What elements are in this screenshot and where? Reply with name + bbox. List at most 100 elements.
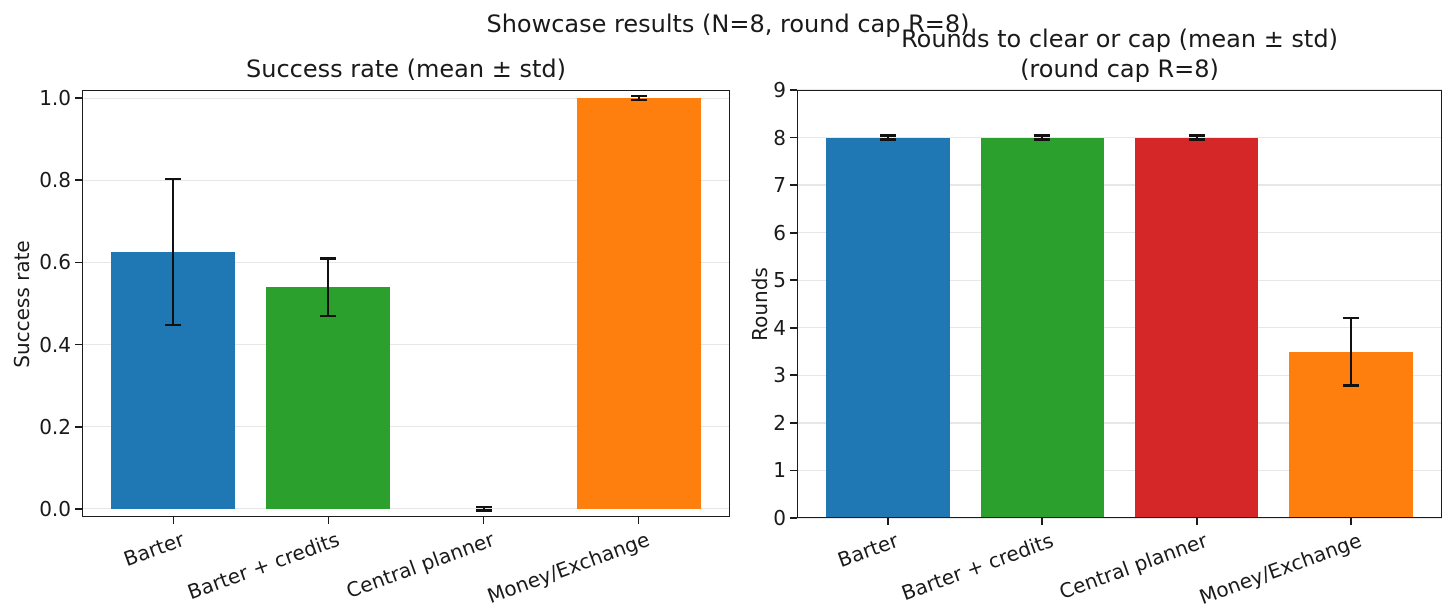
chart-success-rate-mean-std-error-cap-bottom-central-planner — [475, 509, 492, 512]
chart-rounds-to-clear-or-cap-mean-std-error-bar-barter — [887, 135, 890, 140]
chart-rounds-to-clear-or-cap-mean-std-title: Rounds to clear or cap (mean ± std) (roun… — [797, 24, 1442, 84]
figure-suptitle: Showcase results (N=8, round cap R=8) — [486, 10, 970, 38]
chart-rounds-to-clear-or-cap-mean-std-xtick-barter-credits — [1041, 518, 1044, 525]
chart-success-rate-mean-std-ytick-label-0.2: 0.2 — [39, 414, 71, 439]
chart-success-rate-mean-std-title-line: Success rate (mean ± std) — [246, 55, 566, 83]
chart-success-rate-mean-std-ytick-0.6 — [75, 261, 82, 264]
chart-rounds-to-clear-or-cap-mean-std-error-cap-top-barter — [880, 134, 897, 137]
chart-rounds-to-clear-or-cap-mean-std-ytick-label-7: 7 — [773, 173, 786, 198]
chart-rounds-to-clear-or-cap-mean-std-bar-central-planner — [1134, 137, 1259, 518]
chart-rounds-to-clear-or-cap-mean-std-gridline-7 — [797, 184, 1442, 186]
chart-rounds-to-clear-or-cap-mean-std-gridline-4 — [797, 327, 1442, 329]
chart-success-rate-mean-std-error-cap-top-barter — [165, 177, 182, 181]
chart-rounds-to-clear-or-cap-mean-std-title-line: (round cap R=8) — [1020, 55, 1219, 83]
chart-rounds-to-clear-or-cap-mean-std-error-cap-top-barter-credits — [1034, 134, 1051, 137]
chart-success-rate-mean-std-ytick-label-0.8: 0.8 — [39, 168, 71, 193]
chart-rounds-to-clear-or-cap-mean-std-error-bar-central-planner — [1195, 135, 1198, 140]
chart-rounds-to-clear-or-cap-mean-std-ytick-8 — [790, 136, 797, 139]
chart-success-rate-mean-std-error-bar-barter-credits — [327, 258, 330, 316]
chart-success-rate-mean-std-gridline-0.8 — [82, 179, 730, 182]
chart-success-rate-mean-std-ytick-label-1.0: 1.0 — [39, 86, 71, 111]
chart-rounds-to-clear-or-cap-mean-std-ytick-label-2: 2 — [773, 410, 786, 435]
chart-rounds-to-clear-or-cap-mean-std-xtick-central-planner — [1195, 518, 1198, 525]
chart-success-rate-mean-std-xtick-label-central-planner: Central planner — [342, 527, 498, 603]
chart-rounds-to-clear-or-cap-mean-std-error-cap-top-central-planner — [1188, 134, 1205, 137]
chart-rounds-to-clear-or-cap-mean-std-gridline-8 — [797, 136, 1442, 139]
chart-success-rate-mean-std-error-cap-bottom-barter-credits — [320, 314, 337, 317]
chart-rounds-to-clear-or-cap-mean-std-xtick-label-money-exchange: Money/Exchange — [1196, 528, 1365, 610]
chart-rounds-to-clear-or-cap-mean-std-ytick-label-1: 1 — [773, 458, 786, 483]
chart-rounds-to-clear-or-cap-mean-std-error-cap-bottom-money-exchange — [1342, 384, 1359, 387]
chart-rounds-to-clear-or-cap-mean-std-bar-barter — [826, 137, 950, 518]
chart-rounds-to-clear-or-cap-mean-std-gridline-1 — [797, 469, 1442, 472]
chart-rounds-to-clear-or-cap-mean-std-ytick-label-0: 0 — [773, 506, 786, 530]
chart-success-rate-mean-std-ytick-label-0.0: 0.0 — [39, 496, 71, 521]
chart-rounds-to-clear-or-cap-mean-std-ytick-6 — [790, 231, 797, 234]
chart-success-rate-mean-std-error-cap-bottom-barter — [165, 324, 182, 327]
chart-success-rate-mean-std-bar-barter-credits — [266, 287, 391, 509]
chart-success-rate-mean-std-error-bar-central-planner — [482, 507, 485, 511]
chart-rounds-to-clear-or-cap-mean-std-error-cap-bottom-barter-credits — [1034, 138, 1051, 141]
chart-rounds-to-clear-or-cap-mean-std-ytick-4 — [790, 326, 797, 329]
chart-success-rate-mean-std-xtick-label-money-exchange: Money/Exchange — [483, 527, 653, 609]
chart-success-rate-mean-std-gridline-0.4 — [82, 343, 730, 346]
chart-success-rate-mean-std-ytick-0.2 — [75, 425, 82, 428]
chart-rounds-to-clear-or-cap-mean-std-xtick-label-barter: Barter — [834, 528, 902, 573]
chart-success-rate-mean-std-error-bar-barter — [172, 179, 175, 326]
chart-rounds-to-clear-or-cap-mean-std-ytick-label-6: 6 — [773, 220, 786, 245]
chart-rounds-to-clear-or-cap-mean-std-ytick-label-5: 5 — [773, 268, 786, 293]
chart-success-rate-mean-std-ytick-0.4 — [75, 343, 82, 346]
chart-rounds-to-clear-or-cap-mean-std-gridline-3 — [797, 374, 1442, 377]
chart-rounds-to-clear-or-cap-mean-std-gridline-5 — [797, 279, 1442, 281]
chart-success-rate-mean-std-xtick-central-planner — [482, 517, 485, 524]
chart-rounds-to-clear-or-cap-mean-std-ytick-7 — [790, 184, 797, 186]
chart-rounds-to-clear-or-cap-mean-std-ytick-0 — [790, 517, 797, 519]
chart-rounds-to-clear-or-cap-mean-std-xtick-barter — [887, 518, 889, 525]
chart-success-rate-mean-std-xtick-barter-credits — [327, 517, 330, 524]
chart-rounds-to-clear-or-cap-mean-std-xtick-label-central-planner: Central planner — [1056, 528, 1211, 604]
chart-rounds-to-clear-or-cap-mean-std-ytick-3 — [790, 374, 797, 377]
chart-rounds-to-clear-or-cap-mean-std-bar-barter-credits — [980, 137, 1105, 518]
chart-success-rate-mean-std-gridline-0.0 — [82, 508, 730, 510]
chart-success-rate-mean-std-xtick-money-exchange — [637, 517, 640, 524]
chart-rounds-to-clear-or-cap-mean-std-ytick-label-8: 8 — [773, 125, 786, 150]
chart-rounds-to-clear-or-cap-mean-std-error-cap-top-money-exchange — [1342, 316, 1359, 319]
chart-rounds-to-clear-or-cap-mean-std-ytick-label-3: 3 — [773, 363, 786, 388]
chart-rounds-to-clear-or-cap-mean-std-error-bar-money-exchange — [1349, 317, 1352, 386]
chart-success-rate-mean-std-gridline-0.2 — [82, 425, 730, 428]
chart-rounds-to-clear-or-cap-mean-std-title-line: Rounds to clear or cap (mean ± std) — [901, 25, 1338, 53]
chart-rounds-to-clear-or-cap-mean-std-ytick-1 — [790, 469, 797, 472]
chart-success-rate-mean-std-bar-money-exchange — [576, 98, 701, 509]
chart-success-rate-mean-std-xtick-label-barter: Barter — [120, 527, 188, 572]
chart-rounds-to-clear-or-cap-mean-std-ytick-label-9: 9 — [773, 78, 786, 102]
chart-success-rate-mean-std-error-cap-bottom-money-exchange — [630, 99, 647, 102]
chart-rounds-to-clear-or-cap-mean-std-xtick-money-exchange — [1350, 518, 1352, 525]
chart-rounds-to-clear-or-cap-mean-std-error-bar-barter-credits — [1041, 135, 1044, 140]
chart-success-rate-mean-std-xtick-barter — [172, 517, 175, 524]
chart-success-rate-mean-std-ytick-0.8 — [75, 179, 82, 182]
chart-success-rate-mean-std-plot-area — [82, 90, 730, 517]
chart-rounds-to-clear-or-cap-mean-std-ytick-5 — [790, 279, 797, 282]
chart-success-rate-mean-std-error-bar-money-exchange — [637, 96, 640, 101]
chart-success-rate-mean-std-ytick-0.0 — [75, 507, 82, 510]
chart-success-rate-mean-std-gridline-0.6 — [82, 261, 730, 264]
chart-success-rate-mean-std-gridline-1.0 — [82, 97, 730, 99]
chart-rounds-to-clear-or-cap-mean-std-error-cap-bottom-central-planner — [1188, 138, 1205, 141]
chart-rounds-to-clear-or-cap-mean-std-gridline-2 — [797, 422, 1442, 424]
chart-success-rate-mean-std-error-cap-top-barter-credits — [320, 257, 337, 260]
chart-success-rate-mean-std-error-cap-top-money-exchange — [630, 94, 647, 98]
chart-success-rate-mean-std-error-cap-top-central-planner — [475, 505, 492, 509]
chart-success-rate-mean-std-ytick-label-0.4: 0.4 — [39, 332, 71, 357]
chart-success-rate-mean-std-ytick-1.0 — [75, 97, 82, 100]
chart-success-rate-mean-std-title: Success rate (mean ± std) — [82, 54, 730, 84]
chart-rounds-to-clear-or-cap-mean-std-gridline-9 — [797, 89, 1442, 91]
chart-rounds-to-clear-or-cap-mean-std-xtick-label-barter-credits: Barter + credits — [898, 528, 1057, 606]
chart-success-rate-mean-std-xtick-label-barter-credits: Barter + credits — [184, 527, 343, 605]
chart-rounds-to-clear-or-cap-mean-std-ytick-9 — [790, 89, 797, 91]
chart-rounds-to-clear-or-cap-mean-std-plot-area — [797, 90, 1442, 518]
chart-rounds-to-clear-or-cap-mean-std-ylabel: Rounds — [748, 267, 772, 341]
chart-success-rate-mean-std-ytick-label-0.6: 0.6 — [39, 250, 71, 275]
chart-rounds-to-clear-or-cap-mean-std-ytick-label-4: 4 — [773, 315, 786, 340]
chart-success-rate-mean-std-ylabel: Success rate — [10, 239, 34, 368]
